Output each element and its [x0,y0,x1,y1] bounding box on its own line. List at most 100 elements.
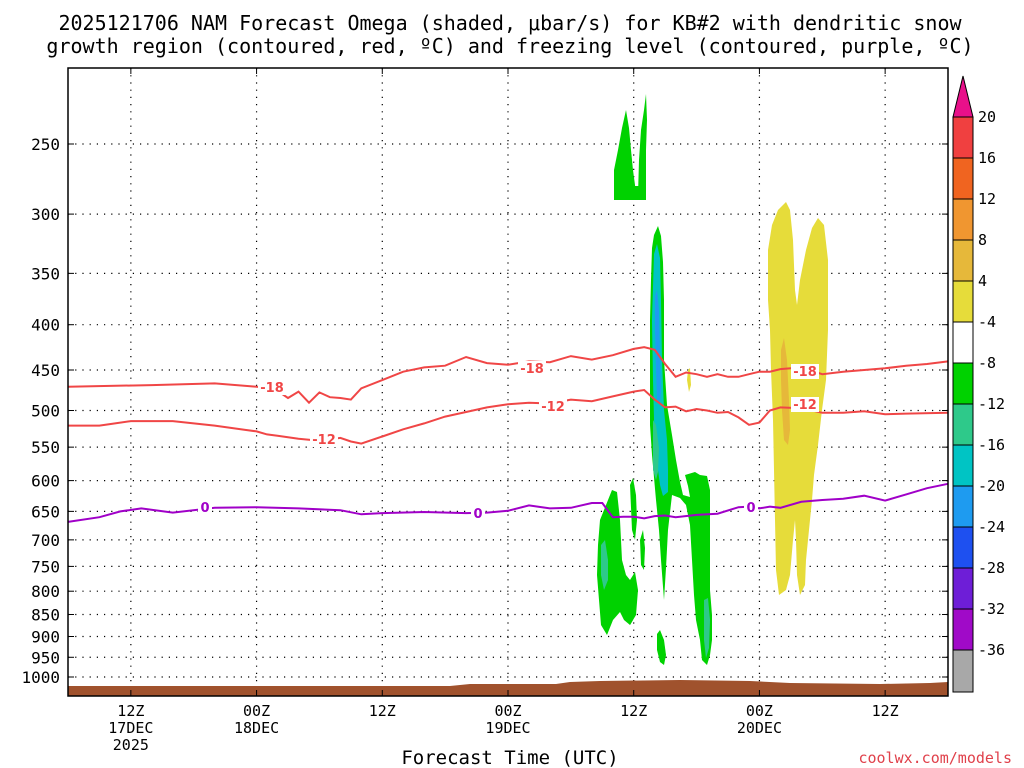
colorbar-bin [952,116,974,159]
contour-label-dendritic-bottom: -12 [312,433,336,448]
colorbar-tick-label: -32 [978,600,1005,618]
colorbar-tick-label: -12 [978,395,1005,413]
y-tick-label: 400 [31,316,60,335]
ground-surface [68,680,948,696]
contour-lines [67,346,949,523]
chart-title-line-1: 2025121706 NAM Forecast Omega (shaded, μ… [58,11,962,35]
x-axis-title: Forecast Time (UTC) [401,747,618,768]
colorbar-bin [952,403,974,446]
y-tick-label: 900 [31,627,60,646]
x-tick-label: 12Z [620,702,647,720]
colorbar-tick-label: -20 [978,477,1005,495]
y-tick-label: 500 [31,402,60,421]
colorbar-cap-top [952,75,974,118]
colorbar: 20 16 12 8 4 -4 -8 -12 -16 -20 -24 -28 -32 -36 [952,75,1005,693]
colorbar-tick-label: -36 [978,641,1005,659]
y-tick-label: 250 [31,135,60,154]
x-tick-label: 17DEC [108,719,153,737]
contour-label-freezing: 0 [200,501,209,516]
colorbar-tick-label: -8 [978,354,996,372]
colorbar-tick-label: 12 [978,190,996,208]
omega-region-green-lower-left [597,490,638,635]
contour-label-bg [198,500,212,515]
y-tick-label: 850 [31,606,60,625]
contour-label-bg [258,380,286,395]
colorbar-tick-label: -28 [978,559,1005,577]
contour-label-freezing: 0 [746,501,755,516]
contour-label-bg [471,506,485,521]
omega-region-green-thin-3 [657,630,666,665]
colorbar-tick-label: 8 [978,231,987,249]
contour-line-dendritic-minus18 [67,346,949,405]
colorbar-bin [952,526,974,569]
contour-line-dendritic-minus12 [68,388,949,445]
y-axis: 250 300 350 400 450 500 550 600 650 700 750 800 850 9… [21,135,948,687]
colorbar-bin [952,608,974,651]
omega-region-goldenrod-right [781,338,790,445]
contour-label-dendritic-bottom: -12 [541,400,565,415]
colorbar-bin [952,485,974,528]
y-tick-label: 700 [31,531,60,550]
x-tick-label: 00Z [746,702,773,720]
colorbar-bin [952,567,974,610]
y-tick-label: 450 [31,361,60,380]
contour-label-bg [539,399,567,414]
contour-label-dendritic-top: -18 [520,362,544,377]
contour-label-dendritic-top: -18 [793,365,817,380]
credit-text: coolwx.com/models [858,749,1012,767]
x-tick-label: 19DEC [485,719,530,737]
contour-label-dendritic-bottom: -12 [793,398,817,413]
colorbar-tick-label: -16 [978,436,1005,454]
colorbar-tick-label: 4 [978,272,987,290]
y-tick-label: 750 [31,557,60,576]
contour-label-bg [744,500,758,515]
contour-line-freezing-0 [67,482,949,523]
omega-region-green-upper-2 [638,94,647,200]
y-tick-label: 550 [31,438,60,457]
omega-region-teal-lower [653,420,659,480]
chart-title-line-2: growth region (contoured, red, ºC) and f… [46,34,973,58]
colorbar-tick-label: 16 [978,149,996,167]
x-tick-label: 18DEC [234,719,279,737]
x-tick-label: 12Z [872,702,899,720]
omega-region-teal-lower-right [704,598,710,658]
x-tick-label: 00Z [494,702,521,720]
omega-region-green-upper-base [614,186,646,200]
omega-region-green-upper-1 [614,110,636,200]
colorbar-bin [952,321,974,364]
colorbar-bin [952,157,974,200]
y-tick-label: 800 [31,582,60,601]
contour-label-bg [791,364,819,379]
contour-label-bg [791,397,819,412]
omega-region-green-main [650,226,712,665]
colorbar-bin [952,198,974,241]
x-tick-label: 2025 [113,736,149,754]
omega-region-blue-core [655,290,661,405]
y-tick-label: 350 [31,264,60,283]
y-tick-label: 650 [31,502,60,521]
omega-region-green-thin-1 [630,478,637,540]
contour-label-freezing: 0 [473,507,482,522]
colorbar-bin [952,362,974,405]
colorbar-bin [952,280,974,323]
colorbar-bin [952,444,974,487]
colorbar-tick-label: -24 [978,518,1005,536]
colorbar-bin [952,239,974,282]
x-tick-label: 12Z [117,702,144,720]
x-tick-label: 12Z [369,702,396,720]
colorbar-bin [952,649,974,693]
contour-label-dendritic-top: -18 [260,381,284,396]
omega-shading [68,94,948,696]
y-tick-label: 950 [31,648,60,667]
contour-label-bg [518,361,546,376]
colorbar-tick-label: 20 [978,108,996,126]
contour-label-bg [310,432,338,447]
y-tick-label: 300 [31,205,60,224]
y-tick-label: 600 [31,472,60,491]
omega-region-teal-lower-left [601,540,608,590]
contour-labels: -18 -18 -18 -12 -12 -12 0 0 0 [198,361,819,522]
x-tick-label: 20DEC [737,719,782,737]
x-tick-label: 00Z [243,702,270,720]
colorbar-tick-label: -4 [978,313,996,331]
